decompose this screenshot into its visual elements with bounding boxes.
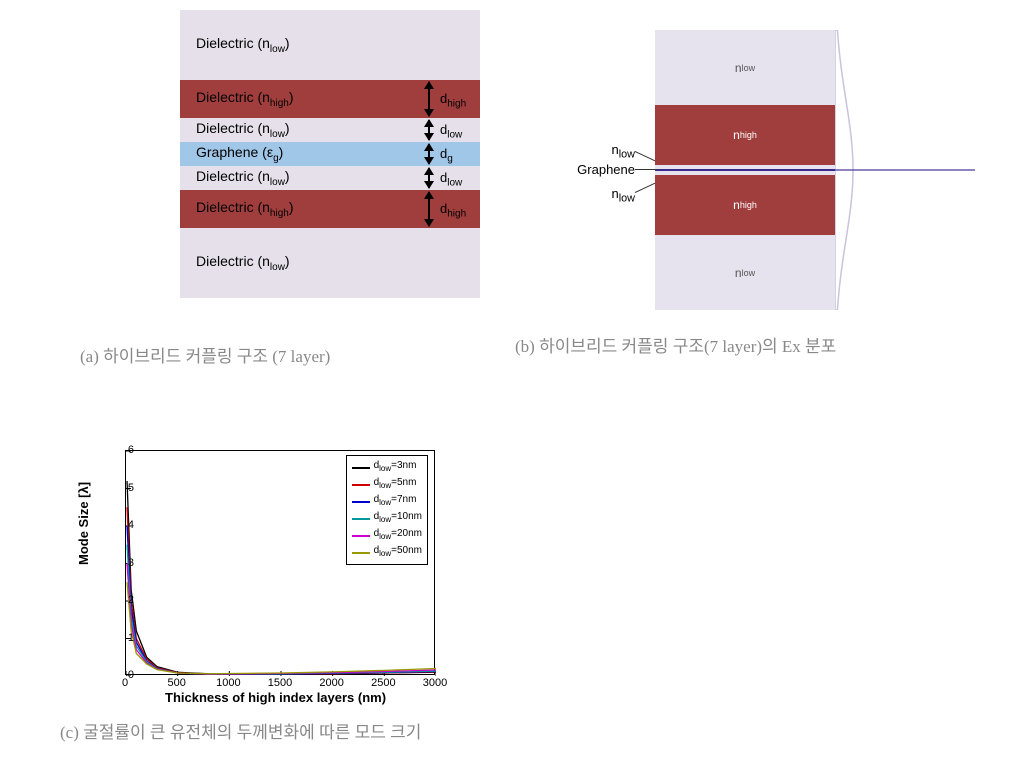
layer-a: Dielectric (nhigh) [180, 190, 480, 228]
legend: dlow=3nmdlow=5nmdlow=7nmdlow=10nmdlow=20… [346, 455, 428, 565]
y-tick: 4 [128, 519, 134, 531]
x-tick: 500 [167, 677, 185, 689]
layer-b: nhigh [655, 175, 835, 235]
legend-label: dlow=10nm [374, 510, 422, 527]
layer-label: Dielectric (nlow) [196, 253, 290, 273]
x-tick: 0 [122, 677, 128, 689]
caption-b: (b) 하이브리드 커플링 구조(7 layer)의 Ex 분포 [515, 332, 935, 357]
y-axis-label: Mode Size [λ] [76, 482, 91, 565]
y-tick: 1 [128, 632, 134, 644]
annot-graphene-text: Graphene [577, 162, 635, 177]
dim-label: dg [440, 146, 453, 165]
layer-label: Dielectric (nhigh) [196, 199, 293, 219]
layer-a: Dielectric (nlow) [180, 10, 480, 80]
legend-item: dlow=50nm [352, 544, 422, 561]
legend-label: dlow=20nm [374, 527, 422, 544]
legend-swatch [352, 467, 370, 469]
layer-label: Graphene (εg) [196, 144, 283, 164]
dim-arrow [428, 120, 430, 140]
dim-arrow [428, 82, 430, 116]
legend-item: dlow=5nm [352, 476, 422, 493]
x-tick: 1500 [268, 677, 292, 689]
dim-label: dhigh [440, 201, 466, 220]
annot-nlow-top: nlow [575, 142, 635, 161]
panel-a: Dielectric (nlow) Dielectric (nhigh) dhigh… [180, 10, 480, 298]
layer-b: nhigh [655, 105, 835, 165]
caption-c: (c) 굴절률이 큰 유전체의 두께변화에 따른 모드 크기 [60, 718, 490, 743]
layer-a: Dielectric (nlow) [180, 118, 480, 142]
annot-line [635, 183, 655, 193]
x-tick: 3000 [423, 677, 447, 689]
layer-label: Dielectric (nlow) [196, 120, 290, 140]
legend-swatch [352, 535, 370, 537]
annot-nlow-bot: nlow [575, 186, 635, 205]
legend-swatch [352, 501, 370, 503]
field-distribution [835, 30, 975, 310]
legend-label: dlow=5nm [374, 476, 417, 493]
panel-b: nlownhighnhighnlow Graphene nlow nlow (b… [555, 30, 975, 310]
legend-label: dlow=3nm [374, 459, 417, 476]
panel-c: dlow=3nmdlow=5nmdlow=7nmdlow=10nmdlow=20… [70, 440, 490, 743]
panel-b-body: nlownhighnhighnlow Graphene nlow nlow [555, 30, 975, 310]
x-axis-label: Thickness of high index layers (nm) [165, 690, 386, 705]
annot-line [635, 169, 657, 170]
layer-b: nlow [655, 235, 835, 310]
legend-swatch [352, 552, 370, 554]
legend-item: dlow=10nm [352, 510, 422, 527]
dim-arrow [428, 168, 430, 188]
annot-graphene: Graphene [555, 162, 635, 177]
dim-arrow [428, 192, 430, 226]
layer-label: Dielectric (nlow) [196, 35, 290, 55]
legend-label: dlow=50nm [374, 544, 422, 561]
chart-c: dlow=3nmdlow=5nmdlow=7nmdlow=10nmdlow=20… [70, 440, 450, 710]
dim-label: dlow [440, 170, 462, 189]
annot-line [635, 151, 655, 161]
layer-label: Dielectric (nlow) [196, 168, 290, 188]
layer-a: Dielectric (nlow) [180, 228, 480, 298]
legend-item: dlow=7nm [352, 493, 422, 510]
layer-stack-b: nlownhighnhighnlow [655, 30, 835, 310]
legend-item: dlow=20nm [352, 527, 422, 544]
caption-a: (a) 하이브리드 커플링 구조 (7 layer) [80, 342, 500, 367]
legend-swatch [352, 518, 370, 520]
legend-label: dlow=7nm [374, 493, 417, 510]
y-tick: 3 [128, 557, 134, 569]
y-tick: 6 [128, 444, 134, 456]
y-tick: 0 [128, 669, 134, 681]
layer-stack-a: Dielectric (nlow) Dielectric (nhigh) dhigh… [180, 10, 480, 298]
dim-label: dhigh [440, 91, 466, 110]
legend-item: dlow=3nm [352, 459, 422, 476]
x-tick: 2500 [371, 677, 395, 689]
x-tick: 2000 [319, 677, 343, 689]
y-tick: 2 [128, 594, 134, 606]
layer-a: Dielectric (nhigh) [180, 80, 480, 118]
plot-area: dlow=3nmdlow=5nmdlow=7nmdlow=10nmdlow=20… [125, 450, 435, 675]
x-tick: 1000 [216, 677, 240, 689]
dim-arrow [428, 144, 430, 164]
dim-label: dlow [440, 122, 462, 141]
layer-a: Dielectric (nlow) [180, 166, 480, 190]
y-tick: 5 [128, 482, 134, 494]
layer-a: Graphene (εg) [180, 142, 480, 166]
legend-swatch [352, 484, 370, 486]
layer-label: Dielectric (nhigh) [196, 89, 293, 109]
layer-b: nlow [655, 30, 835, 105]
